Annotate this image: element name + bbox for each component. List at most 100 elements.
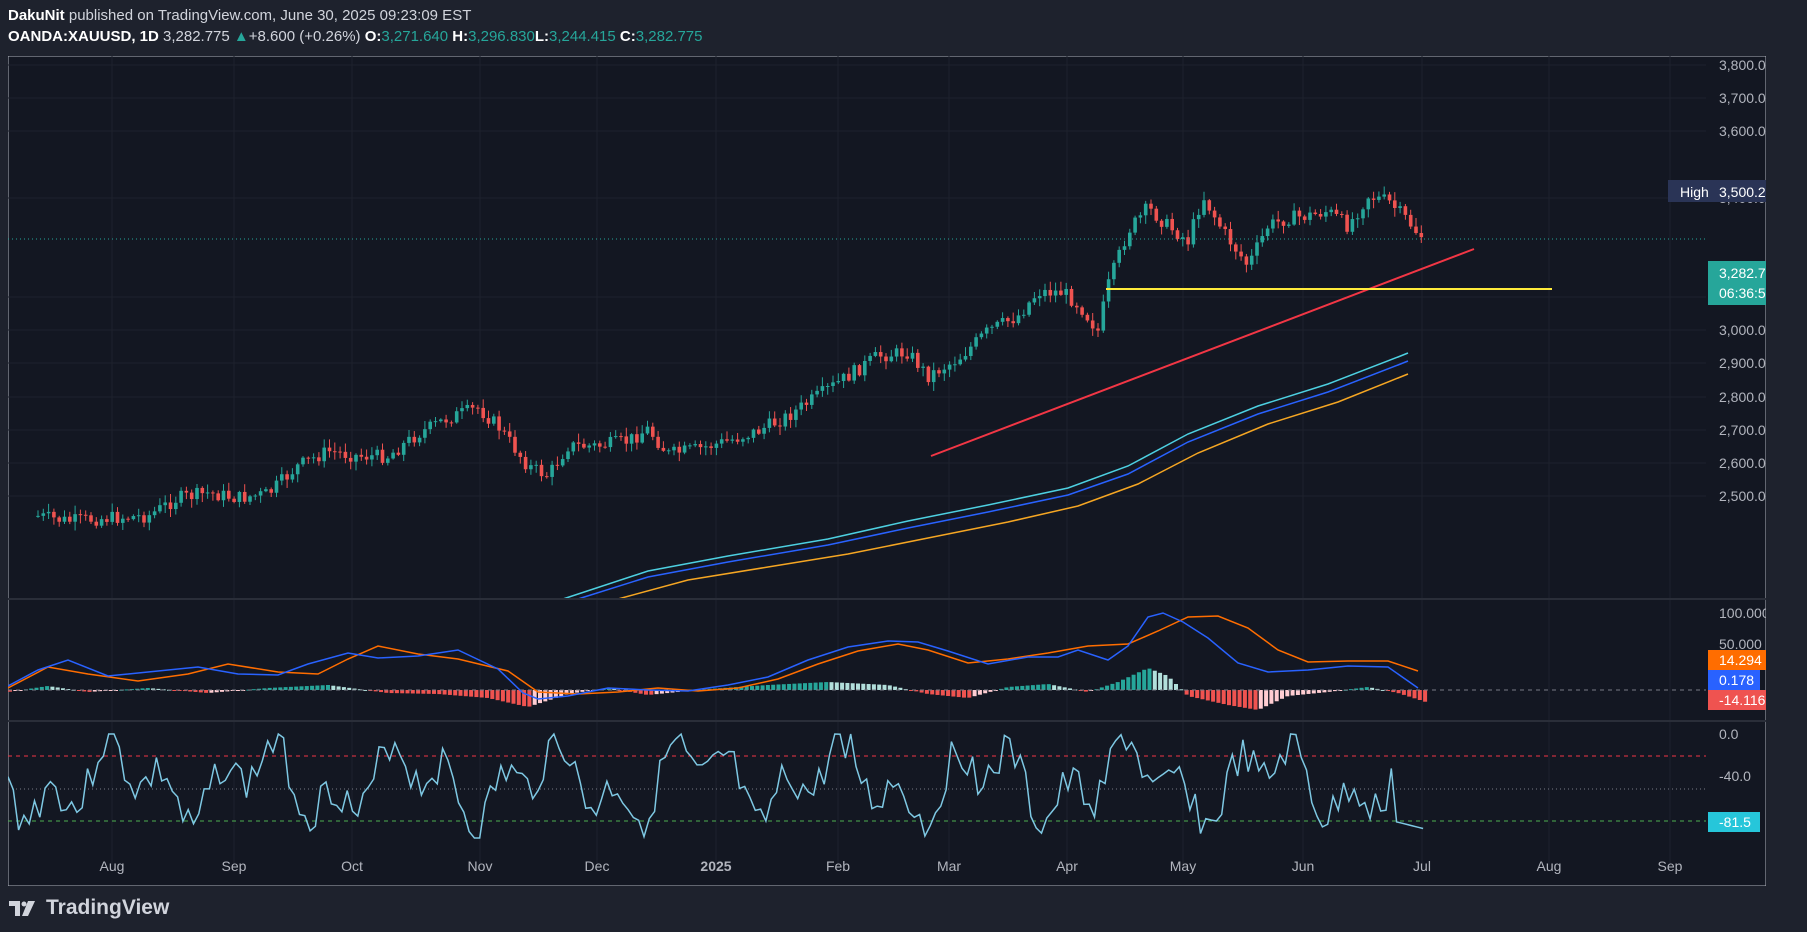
candle-body: [661, 447, 666, 451]
last-price: 3,282.775: [163, 28, 230, 45]
candle-body: [94, 521, 99, 526]
macd-bar: [1338, 690, 1343, 691]
price-candles[interactable]: [36, 186, 1424, 531]
candle-body: [168, 502, 173, 510]
macd-bar: [644, 690, 648, 695]
macd-bar: [834, 682, 839, 690]
candle-body: [1170, 218, 1174, 231]
candle-body: [693, 444, 697, 446]
symbol-legend: OANDA:XAUUSD, 1D 3,282.775 ▲+8.600 (+0.2…: [8, 28, 702, 45]
uptrend-line[interactable]: [930, 248, 1475, 457]
macd-bar: [1121, 679, 1125, 690]
candle-body: [1154, 208, 1159, 221]
time-tick: 2025: [700, 858, 731, 874]
macd-bar: [935, 690, 940, 695]
candle-body: [582, 443, 586, 448]
high-value: 3,296.830: [468, 28, 535, 45]
candle-body: [1128, 232, 1132, 247]
candle-body: [391, 452, 395, 459]
moving-averages: [562, 352, 1409, 600]
candle-body: [990, 326, 994, 328]
candle-body: [629, 434, 634, 444]
candle-body: [1133, 217, 1137, 233]
macd-bar: [585, 690, 590, 692]
macd-bar: [1131, 674, 1136, 690]
candle-body: [900, 348, 904, 357]
low-value: 3,244.415: [549, 28, 616, 45]
macd-bar: [320, 685, 325, 690]
macd-bar: [633, 690, 638, 693]
candle-body: [1032, 298, 1037, 303]
macd-bar: [1327, 690, 1332, 692]
candle-body: [666, 450, 671, 452]
candle-body: [1143, 203, 1148, 216]
candle-body: [1218, 217, 1222, 227]
candle-body: [799, 402, 803, 410]
macd-bar: [1163, 674, 1168, 690]
candle-body: [306, 457, 311, 459]
author-name[interactable]: DakuNit: [8, 7, 65, 24]
signal-value-tag: [1708, 650, 1766, 670]
candle-body: [46, 511, 51, 514]
candle-body: [1393, 200, 1397, 208]
candle-body: [301, 457, 305, 465]
macd-bar: [1205, 690, 1210, 701]
symbol-title[interactable]: OANDA:XAUUSD, 1D: [8, 28, 159, 45]
macd-bar: [739, 686, 744, 690]
macd-bar: [108, 690, 113, 691]
candle-body: [433, 421, 438, 423]
candle-body: [290, 474, 295, 480]
macd-bar: [527, 690, 532, 707]
macd-bar: [803, 683, 807, 690]
candle-body: [36, 515, 40, 517]
candle-body: [788, 413, 793, 420]
macd-bar: [522, 690, 527, 707]
candle-body: [184, 490, 189, 493]
candle-body: [1281, 221, 1286, 226]
candle-body: [592, 443, 597, 446]
candle-body: [1403, 206, 1408, 215]
candle-body: [963, 356, 968, 360]
macd-bar: [1396, 690, 1401, 694]
candle-body: [1011, 321, 1015, 324]
chart-svg[interactable]: 3,800.0003,700.0003,600.0003,400.0003,10…: [8, 56, 1766, 886]
candle-body: [110, 511, 114, 522]
macd-bar: [1004, 687, 1009, 690]
candle-body: [274, 480, 279, 493]
macd-bar: [1407, 690, 1412, 697]
chart-area[interactable]: 3,800.0003,700.0003,600.0003,400.0003,10…: [8, 56, 1766, 886]
macd-bar: [156, 688, 161, 690]
candle-body: [767, 418, 772, 428]
candle-body: [417, 437, 422, 443]
macd-bar: [379, 690, 383, 693]
macd-value: 0.178: [1719, 672, 1754, 688]
close-value: 3,282.775: [635, 28, 703, 45]
macd-bar: [98, 690, 103, 692]
candle-body: [227, 490, 231, 499]
candle-body: [916, 352, 920, 368]
macd-bar: [999, 688, 1004, 690]
candle-body: [333, 451, 337, 453]
macd-bar: [1401, 690, 1406, 695]
time-axis[interactable]: Aug Sep Oct Nov Dec 2025 Feb Mar Apr May Jun Jul Aug…: [100, 858, 1683, 874]
candle-body: [1318, 214, 1323, 217]
time-tick: Aug: [100, 858, 125, 874]
macd-bar: [294, 686, 299, 690]
candle-body: [83, 514, 88, 516]
candle-body: [534, 464, 538, 466]
macd-bar: [967, 690, 972, 698]
macd-bar: [744, 686, 749, 690]
macd-bar: [1052, 685, 1057, 690]
macd-bar: [1237, 690, 1242, 707]
tradingview-footer[interactable]: TradingView: [8, 896, 169, 920]
macd-bar: [1147, 668, 1152, 690]
candle-body: [507, 431, 512, 437]
macd-bar: [659, 690, 664, 694]
macd-bar: [1009, 686, 1014, 690]
candle-body: [1117, 249, 1121, 263]
macd-bar: [214, 690, 219, 693]
candle-body: [608, 436, 613, 448]
candle-body: [995, 321, 1000, 327]
candle-body: [1414, 226, 1418, 234]
time-tick: Jun: [1292, 858, 1315, 874]
